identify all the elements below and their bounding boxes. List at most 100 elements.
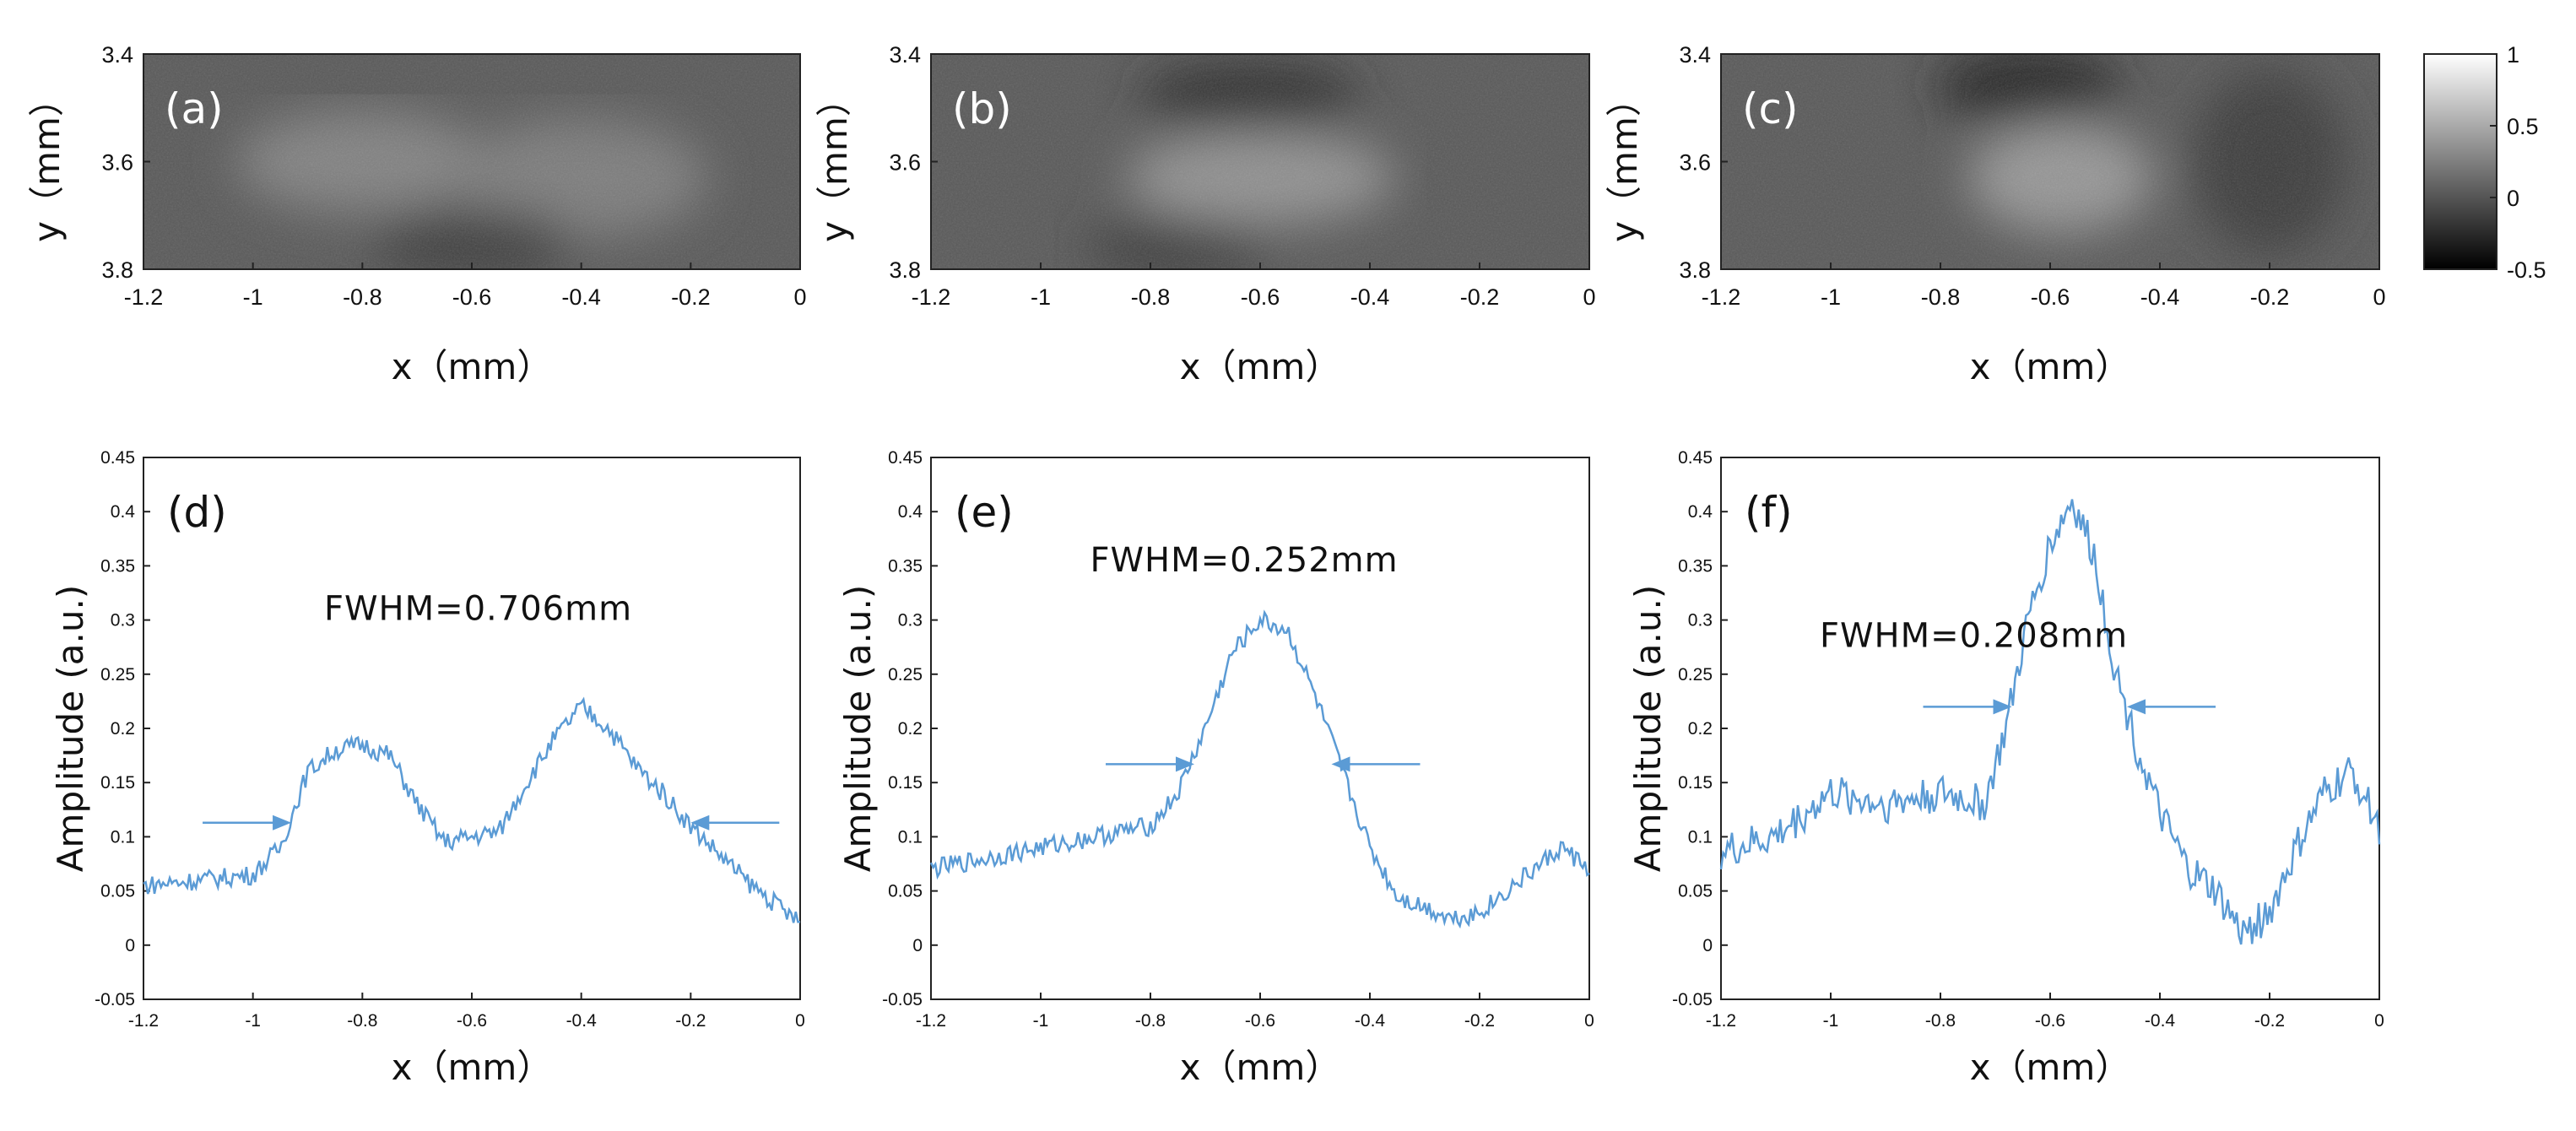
fwhm-right-arrow-head bbox=[690, 814, 710, 831]
y-axis-label: y（mm） bbox=[814, 81, 855, 242]
fwhm-left-arrow-head bbox=[1176, 756, 1194, 772]
x-tick-label: -0.4 bbox=[566, 1011, 598, 1031]
x-tick-label: -0.2 bbox=[671, 284, 711, 310]
x-tick-label: -0.2 bbox=[1460, 284, 1500, 310]
x-tick-label: -1.2 bbox=[916, 1011, 946, 1031]
x-tick-label: 0 bbox=[1583, 284, 1595, 310]
y-tick-label: 0.3 bbox=[111, 611, 135, 630]
y-tick-label: 0.35 bbox=[888, 556, 923, 576]
x-tick-label: -0.8 bbox=[1131, 284, 1171, 310]
x-tick-label: -0.6 bbox=[1245, 1011, 1275, 1031]
y-tick-label: 0.25 bbox=[100, 665, 135, 685]
x-tick-label: -0.4 bbox=[2140, 284, 2180, 310]
speckle-noise bbox=[143, 54, 800, 269]
y-tick-label: 3.6 bbox=[889, 150, 921, 176]
panel-label: (a) bbox=[165, 84, 224, 133]
x-axis-label: x（mm） bbox=[392, 346, 553, 387]
y-tick-label: 0 bbox=[125, 936, 135, 955]
x-tick-label: 0 bbox=[2374, 1011, 2384, 1031]
x-tick-label: -0.4 bbox=[2145, 1011, 2176, 1031]
panel-label: (f) bbox=[1745, 488, 1793, 537]
x-tick-label: -0.8 bbox=[343, 284, 382, 310]
colorbar-tick-label: 0 bbox=[2507, 186, 2519, 211]
colorbar: 1 0.5 0 -0.5 bbox=[2423, 42, 2546, 283]
x-tick-label: -0.6 bbox=[2031, 284, 2070, 310]
y-tick-label: 0.4 bbox=[1688, 502, 1713, 522]
x-tick-label: -1.2 bbox=[912, 284, 951, 310]
x-tick-label: -1 bbox=[1823, 1011, 1839, 1031]
x-tick-label: -1 bbox=[243, 284, 263, 310]
y-tick-label: 0.15 bbox=[1678, 773, 1713, 793]
x-tick-label: -0.6 bbox=[457, 1011, 487, 1031]
y-tick-label: 0.45 bbox=[100, 448, 135, 468]
x-tick-label: 0 bbox=[793, 284, 806, 310]
x-tick-label: -0.8 bbox=[1925, 1011, 1956, 1031]
x-axis-label: x（mm） bbox=[1180, 1047, 1341, 1088]
speckle-noise bbox=[1721, 54, 2379, 269]
panel-label: (b) bbox=[952, 84, 1012, 133]
x-axis-label: x（mm） bbox=[1970, 346, 2131, 387]
y-tick-label: 3.6 bbox=[101, 150, 133, 176]
x-tick-label: -0.6 bbox=[2035, 1011, 2065, 1031]
y-tick-label: 0.2 bbox=[898, 719, 923, 739]
x-tick-label: -0.2 bbox=[2254, 1011, 2285, 1031]
x-tick-label: -1 bbox=[245, 1011, 261, 1031]
fwhm-annotation: FWHM=0.208mm bbox=[1820, 617, 2128, 656]
x-axis-label: x（mm） bbox=[392, 1047, 553, 1088]
line-panel-f: -1.2 -1 -0.8 -0.6 -0.4 -0.2 0 -0.05 0 0.05 0.1 0.15… bbox=[1627, 448, 2384, 1088]
y-tick-label: 0.4 bbox=[898, 502, 923, 522]
x-tick-label: -1 bbox=[1821, 284, 1841, 310]
y-tick-label: 0.35 bbox=[1678, 556, 1713, 576]
colorbar-tick-label: 1 bbox=[2507, 42, 2519, 68]
y-tick-label: 0.25 bbox=[1678, 665, 1713, 685]
x-tick-label: -0.2 bbox=[2250, 284, 2290, 310]
fwhm-right-arrow-head bbox=[1331, 756, 1350, 772]
y-tick-label: 0.45 bbox=[1678, 448, 1713, 468]
y-tick-label: 3.4 bbox=[1679, 42, 1711, 68]
y-axis-label: Amplitude (a.u.) bbox=[50, 585, 91, 872]
heatmap-panel-a: (a) -1.2 -1 -0.8 -0.6 -0.4 -0.2 0 3.4 3.6 3.8 x（mm）… bbox=[26, 42, 807, 387]
heatmap-panel-c: (c) -1.2 -1 -0.8 -0.6 -0.4 -0.2 0 3.4 3.6 3.8 x（mm）… bbox=[1604, 42, 2386, 387]
x-tick-label: -0.8 bbox=[1921, 284, 1961, 310]
x-tick-label: -1.2 bbox=[128, 1011, 159, 1031]
fwhm-annotation: FWHM=0.706mm bbox=[324, 590, 632, 629]
y-tick-label: 0.4 bbox=[111, 502, 136, 522]
x-tick-label: -0.2 bbox=[675, 1011, 706, 1031]
x-tick-label: -1 bbox=[1031, 284, 1051, 310]
y-axis-label: y（mm） bbox=[26, 81, 68, 242]
x-tick-label: -0.6 bbox=[452, 284, 492, 310]
y-tick-label: 0.05 bbox=[1678, 882, 1713, 901]
y-tick-label: -0.05 bbox=[1672, 990, 1713, 1009]
y-tick-label: 3.8 bbox=[101, 257, 133, 283]
y-tick-label: 0.1 bbox=[111, 827, 135, 847]
panel-label: (e) bbox=[955, 488, 1014, 537]
y-axis-label: Amplitude (a.u.) bbox=[837, 585, 879, 872]
fwhm-annotation: FWHM=0.252mm bbox=[1090, 541, 1399, 580]
amplitude-series-line bbox=[143, 696, 801, 923]
y-tick-label: 3.6 bbox=[1679, 150, 1711, 176]
y-tick-label: 0.45 bbox=[888, 448, 923, 468]
y-tick-label: 3.4 bbox=[889, 42, 921, 68]
y-tick-label: 3.4 bbox=[101, 42, 133, 68]
x-tick-label: -1.2 bbox=[124, 284, 164, 310]
y-tick-label: -0.05 bbox=[882, 990, 923, 1009]
x-tick-label: 0 bbox=[795, 1011, 805, 1031]
y-tick-label: 0.35 bbox=[100, 556, 135, 576]
x-tick-label: -0.8 bbox=[1135, 1011, 1166, 1031]
x-tick-label: 0 bbox=[1584, 1011, 1594, 1031]
y-tick-label: 0.3 bbox=[1688, 611, 1713, 630]
panel-label: (d) bbox=[167, 488, 227, 537]
x-tick-label: 0 bbox=[2373, 284, 2385, 310]
x-tick-label: -0.4 bbox=[1355, 1011, 1386, 1031]
x-tick-label: -0.2 bbox=[1464, 1011, 1495, 1031]
y-tick-label: 0.15 bbox=[888, 773, 923, 793]
fwhm-right-arrow-head bbox=[2127, 699, 2146, 715]
amplitude-series-line bbox=[1719, 499, 2381, 945]
colorbar-tick-label: 0.5 bbox=[2507, 114, 2539, 139]
axes-frame bbox=[143, 457, 801, 1000]
x-tick-label: -1 bbox=[1033, 1011, 1049, 1031]
y-tick-label: 0.3 bbox=[898, 611, 923, 630]
y-tick-label: 0 bbox=[1702, 936, 1713, 955]
amplitude-series-line bbox=[929, 609, 1590, 929]
